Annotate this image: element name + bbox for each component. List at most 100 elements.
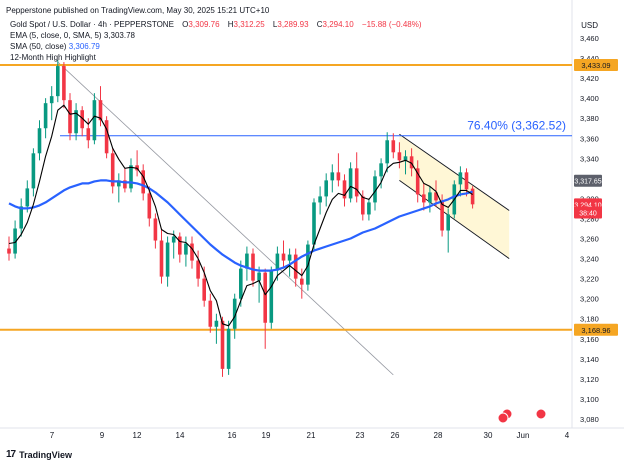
candle-body xyxy=(422,194,426,203)
candle-body xyxy=(202,278,206,301)
candle-body xyxy=(428,192,432,203)
candle-body xyxy=(226,328,231,369)
y-tick-label: 3,100 xyxy=(580,395,599,404)
candle-body xyxy=(403,156,408,161)
y-tick-label: 3,460 xyxy=(580,34,599,43)
x-tick-label: 14 xyxy=(176,431,185,440)
candle-body xyxy=(440,200,444,231)
candle-body xyxy=(92,100,97,141)
y-tick-label: 3,080 xyxy=(580,415,599,424)
y-tick-label: 3,420 xyxy=(580,74,599,83)
candle-body xyxy=(373,176,377,203)
candle-body xyxy=(153,218,158,241)
event-flag-icon xyxy=(497,412,509,424)
candle-body xyxy=(196,260,200,279)
candle-body xyxy=(409,156,414,169)
y-tick-label: 3,120 xyxy=(580,375,599,384)
candle-body xyxy=(171,236,176,243)
high-label: H xyxy=(227,20,234,29)
x-tick-label: 7 xyxy=(50,431,55,440)
candle-body xyxy=(31,153,36,189)
price-axis-label: 3,294.10 xyxy=(574,202,601,209)
candle-body xyxy=(123,180,127,189)
y-tick-label: 3,260 xyxy=(580,235,599,244)
candle-body xyxy=(336,172,341,181)
sma-label: SMA (50, close) xyxy=(10,42,67,51)
y-tick-label: 3,220 xyxy=(580,275,599,284)
y-tick-label: 3,280 xyxy=(580,214,599,223)
candle-body xyxy=(184,243,188,255)
candle-body xyxy=(434,192,438,201)
close-label: C xyxy=(316,20,323,29)
open-label: O xyxy=(182,20,189,29)
publisher-line: Pepperstone published on TradingView.com… xyxy=(6,6,270,15)
ema-value: 3,303.78 xyxy=(103,31,135,40)
candle-body xyxy=(86,128,91,141)
candle-body xyxy=(98,100,103,121)
event-flag-icon xyxy=(535,408,547,420)
candle-body xyxy=(300,278,304,285)
descending-trendline xyxy=(57,61,394,376)
candle-body xyxy=(293,254,298,279)
candle-body xyxy=(7,248,11,254)
low-value: 3,289.93 xyxy=(277,20,309,29)
candle-body xyxy=(68,100,72,134)
candle-body xyxy=(287,254,292,261)
horizontal-level-tag xyxy=(574,323,618,336)
footer-brand[interactable]: 17 TradingView xyxy=(6,449,72,460)
highlight-legend[interactable]: 12-Month High Highlight xyxy=(10,53,96,62)
y-tick-label: 3,440 xyxy=(580,54,599,63)
brand-name: TradingView xyxy=(19,449,72,460)
symbol-legend: Gold Spot / U.S. Dollar · 4h · PEPPERSTO… xyxy=(10,20,422,29)
candle-body xyxy=(257,272,261,281)
price-axis-tag xyxy=(574,174,602,187)
y-tick-label: 3,180 xyxy=(580,315,599,324)
fib-level-label: 76.40% (3,362.52) xyxy=(467,119,566,133)
symbol-name[interactable]: Gold Spot / U.S. Dollar · 4h · PEPPERSTO… xyxy=(10,20,174,29)
candle-body xyxy=(56,66,60,97)
currency-label: USD xyxy=(581,21,598,30)
candle-body xyxy=(324,180,328,197)
high-value: 3,312.25 xyxy=(233,20,265,29)
candle-body xyxy=(415,168,420,195)
y-tick-label: 3,160 xyxy=(580,335,599,344)
y-tick-label: 3,140 xyxy=(580,355,599,364)
candle-body xyxy=(37,128,42,154)
x-tick-label: 30 xyxy=(484,431,493,440)
candle-body xyxy=(62,66,66,101)
x-tick-label: 12 xyxy=(133,431,142,440)
candle-body xyxy=(348,168,353,199)
y-tick-label: 3,400 xyxy=(580,94,599,103)
y-tick-label: 3,360 xyxy=(580,134,599,143)
candle-body xyxy=(367,202,371,215)
candle-body xyxy=(25,188,30,207)
sma-legend[interactable]: SMA (50, close) 3,306.79 xyxy=(10,42,100,51)
candle-body xyxy=(379,163,383,177)
candle-body xyxy=(178,236,182,255)
candle-body xyxy=(110,153,115,187)
candle-body xyxy=(232,298,237,329)
candle-body xyxy=(446,214,450,231)
candle-body xyxy=(269,270,274,323)
candle-body xyxy=(342,180,347,199)
ema-legend[interactable]: EMA (5, close, 0, SMA, 5) 3,303.78 xyxy=(10,31,135,40)
candle-body xyxy=(13,228,17,254)
candle-body xyxy=(263,272,267,323)
change-value: −15.88 (−0.48%) xyxy=(361,20,422,29)
candle-body xyxy=(281,253,286,261)
horizontal-level-label: 3,168.96 xyxy=(581,326,610,335)
candle-body xyxy=(208,300,213,327)
candle-body xyxy=(470,188,475,205)
low-label: L xyxy=(272,20,278,29)
x-tick-label: 23 xyxy=(356,431,365,440)
candle-body xyxy=(74,110,78,134)
candle-body xyxy=(147,193,152,219)
y-tick-label: 3,240 xyxy=(580,255,599,264)
candle-body xyxy=(141,170,145,194)
x-tick-label: 19 xyxy=(262,431,271,440)
candle-body xyxy=(19,206,23,229)
candle-body xyxy=(117,180,121,187)
x-tick-label: 21 xyxy=(307,431,316,440)
close-value: 3,294.10 xyxy=(322,20,354,29)
